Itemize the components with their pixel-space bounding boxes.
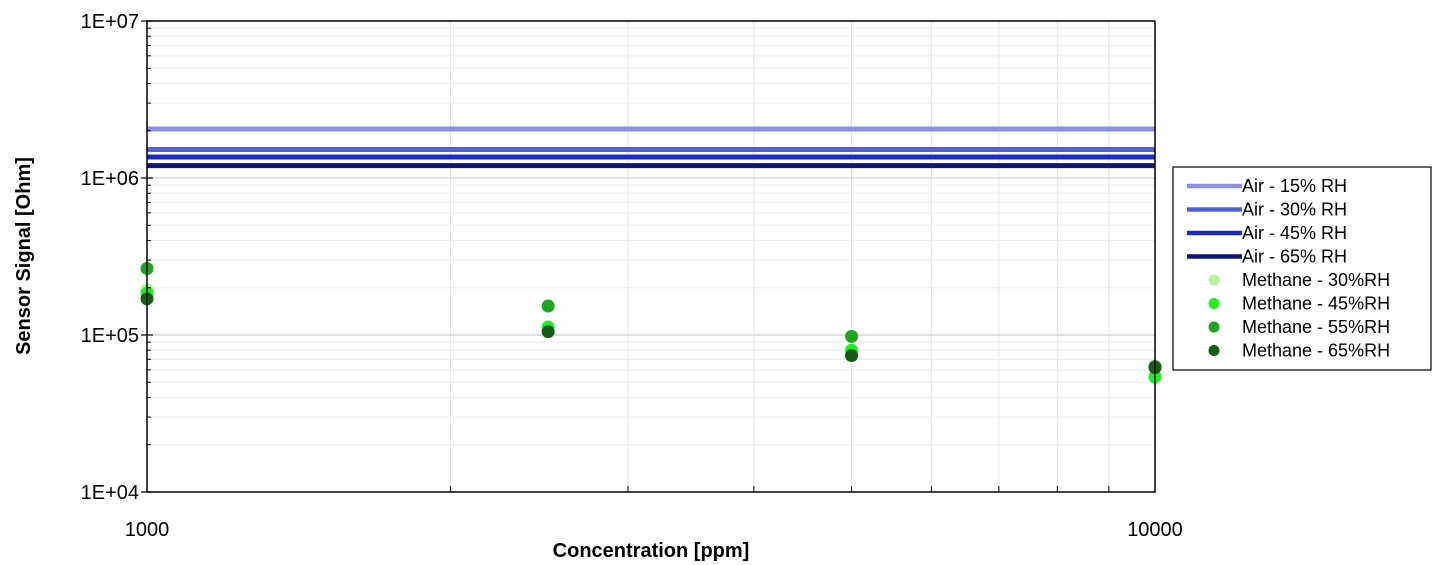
legend-label: Air - 45% RH [1242,223,1347,243]
legend: Air - 15% RH Air - 30% RH Air - 45% RH Air … [1172,166,1432,371]
legend-swatch-marker [1208,345,1220,356]
data-point [541,299,555,313]
y-tick-label: 1E+05 [81,325,139,347]
legend-swatch-marker [1208,274,1220,286]
legend-label: Methane - 30%RH [1242,270,1390,290]
legend-label: Methane - 55%RH [1242,317,1390,337]
x-tick-label: 10000 [1127,519,1183,541]
legend-label: Air - 30% RH [1242,200,1347,220]
legend-label: Methane - 45%RH [1242,294,1390,314]
plot-series [140,126,1162,384]
legend-swatch-marker [1208,321,1220,333]
y-tick-label: 1E+07 [81,11,139,33]
legend-swatch-marker [1208,298,1220,309]
y-tick-label: 1E+06 [81,168,139,190]
data-point [541,325,555,339]
y-axis-title: Sensor Signal [Ohm] [13,157,35,355]
x-axis-title: Concentration [ppm] [553,540,750,562]
data-point [845,349,859,363]
gridlines [147,21,1155,492]
plot-area-frame [146,20,1156,493]
y-tick-label: 1E+04 [81,482,139,504]
legend-label: Methane - 65%RH [1242,341,1390,361]
legend-label: Air - 15% RH [1242,176,1347,196]
legend-box [1172,166,1432,371]
legend-label: Air - 65% RH [1242,247,1347,267]
axis-ticks: 1E+04 1E+05 1E+06 1E+07 1000 10000 [81,11,1183,541]
data-point [845,329,859,343]
x-tick-label: 1000 [125,519,170,541]
